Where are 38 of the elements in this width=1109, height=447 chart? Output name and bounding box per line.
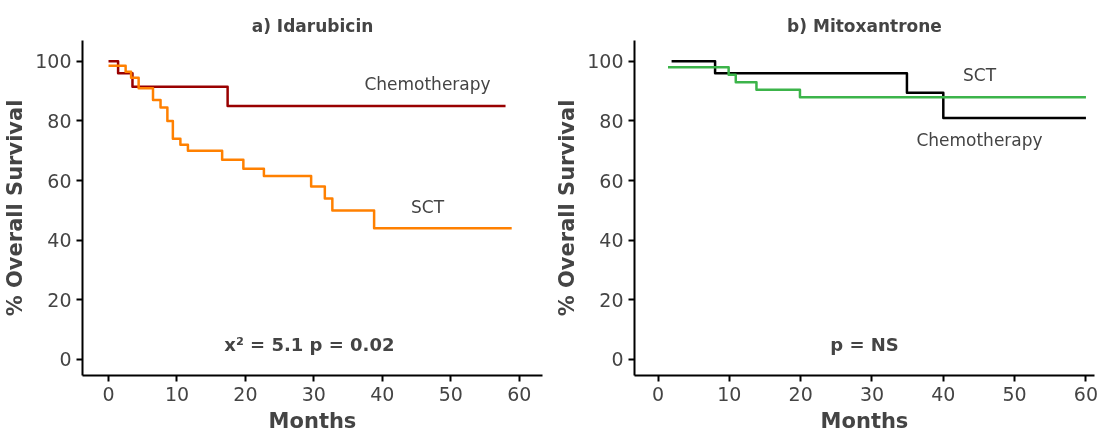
x-tick-label: 10	[164, 382, 190, 405]
series-label: SCT	[962, 65, 997, 86]
x-tick-label: 30	[301, 382, 326, 405]
x-tick-label: 10	[717, 382, 742, 405]
x-tick-label: 50	[1002, 382, 1027, 405]
x-axis-title: Months	[820, 408, 909, 433]
y-tick-label: 20	[47, 288, 72, 311]
series-label: SCT	[410, 196, 445, 217]
y-tick-label: 100	[35, 50, 72, 73]
y-tick-label: 100	[587, 50, 624, 73]
y-tick-label: 0	[611, 348, 624, 371]
x-tick-label: 40	[931, 382, 956, 405]
y-tick-label: 40	[47, 229, 72, 252]
x-tick-label: 40	[370, 382, 395, 405]
y-tick-label: 20	[599, 288, 624, 311]
chart-title: a) Idarubicin	[251, 15, 374, 36]
y-tick-label: 60	[47, 169, 72, 192]
annotation: p = NS	[830, 334, 899, 356]
x-tick-label: 30	[859, 382, 885, 405]
series-label: Chemotherapy	[364, 74, 491, 95]
y-tick-label: 40	[599, 229, 624, 252]
y-tick-label: 60	[599, 169, 624, 192]
y-axis-title: % Overall Survival	[555, 99, 580, 317]
x-tick-label: 0	[102, 382, 115, 405]
series-label: Chemotherapy	[916, 129, 1043, 150]
y-tick-label: 0	[59, 348, 72, 371]
x-tick-label: 20	[788, 382, 813, 405]
y-axis-title: % Overall Survival	[3, 99, 28, 317]
annotation: x² = 5.1 p = 0.02	[224, 334, 395, 356]
y-tick-label: 80	[599, 109, 624, 132]
chart-title: b) Mitoxantrone	[787, 15, 942, 36]
x-tick-label: 50	[438, 382, 463, 405]
x-tick-label: 20	[233, 382, 258, 405]
x-tick-label: 60	[1073, 382, 1099, 405]
x-tick-label: 60	[507, 382, 532, 405]
x-tick-label: 0	[651, 382, 665, 405]
y-tick-label: 80	[47, 109, 72, 132]
x-axis-title: Months	[268, 408, 357, 433]
